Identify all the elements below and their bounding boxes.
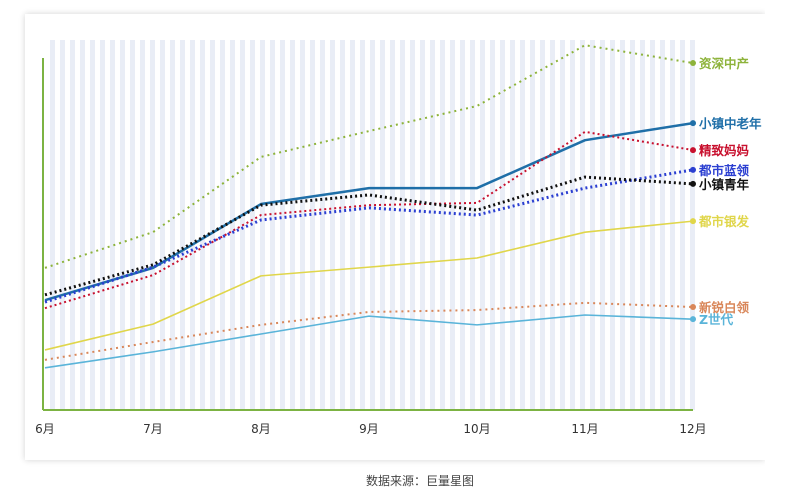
- series-end-marker: [690, 166, 696, 173]
- background-stripe: [530, 40, 535, 410]
- background-stripe: [130, 40, 135, 410]
- background-stripe: [50, 40, 55, 410]
- background-stripe: [280, 40, 285, 410]
- x-tick-label: 10月: [463, 422, 490, 436]
- background-stripe: [390, 40, 395, 410]
- background-stripe: [470, 40, 475, 410]
- background-stripe: [540, 40, 545, 410]
- background-stripe: [550, 40, 555, 410]
- background-stripe: [220, 40, 225, 410]
- series-label: Z世代: [699, 312, 734, 327]
- background-stripe: [270, 40, 275, 410]
- background-stripe: [460, 40, 465, 410]
- series-label: 精致妈妈: [699, 143, 749, 158]
- background-stripe: [640, 40, 645, 410]
- background-stripe: [670, 40, 675, 410]
- background-stripe: [580, 40, 585, 410]
- background-stripe: [320, 40, 325, 410]
- background-stripe: [400, 40, 405, 410]
- series-end-marker: [690, 120, 696, 127]
- background-stripe: [230, 40, 235, 410]
- background-stripe: [630, 40, 635, 410]
- background-stripe: [360, 40, 365, 410]
- background-stripe: [310, 40, 315, 410]
- background-stripe: [560, 40, 565, 410]
- background-stripe: [450, 40, 455, 410]
- background-stripe: [590, 40, 595, 410]
- x-tick-label: 12月: [679, 422, 706, 436]
- background-stripe: [100, 40, 105, 410]
- background-stripe: [350, 40, 355, 410]
- series-end-marker: [690, 60, 696, 67]
- background-stripe: [140, 40, 145, 410]
- series-line-5: [44, 220, 694, 351]
- background-stripe: [430, 40, 435, 410]
- series-end-marker: [690, 316, 696, 323]
- background-stripe: [300, 40, 305, 410]
- background-stripe: [570, 40, 575, 410]
- background-stripe: [160, 40, 165, 410]
- background-stripe: [190, 40, 195, 410]
- background-stripe: [440, 40, 445, 410]
- series-label: 新锐白领: [699, 300, 750, 315]
- label-clip-mask: [765, 0, 800, 500]
- x-tick-label: 6月: [35, 422, 55, 436]
- background-stripe: [600, 40, 605, 410]
- series-label: 都市蓝领: [698, 163, 750, 178]
- background-stripe: [150, 40, 155, 410]
- background-stripe: [420, 40, 425, 410]
- background-stripe: [170, 40, 175, 410]
- background-stripe: [380, 40, 385, 410]
- x-tick-label: 7月: [143, 422, 163, 436]
- background-stripe: [60, 40, 65, 410]
- x-tick-label: 8月: [251, 422, 271, 436]
- background-stripe: [340, 40, 345, 410]
- data-source: 数据来源：巨量星图: [365, 474, 474, 488]
- background-stripe: [510, 40, 515, 410]
- series-line-7: [44, 314, 694, 369]
- background-stripe: [260, 40, 265, 410]
- background-stripe: [500, 40, 505, 410]
- background-stripe: [490, 40, 495, 410]
- background-stripe: [210, 40, 215, 410]
- series-line-4: [44, 175, 694, 297]
- background-stripe: [480, 40, 485, 410]
- background-stripe: [110, 40, 115, 410]
- background-stripe: [690, 40, 695, 410]
- series-end-marker: [690, 218, 696, 225]
- x-tick-label: 11月: [571, 422, 598, 436]
- background-stripe: [290, 40, 295, 410]
- background-stripe: [680, 40, 685, 410]
- series-end-marker: [690, 147, 696, 154]
- background-stripe: [330, 40, 335, 410]
- background-stripe: [180, 40, 185, 410]
- series-line-1: [44, 121, 694, 302]
- background-stripe: [410, 40, 415, 410]
- series-line-6: [44, 301, 694, 361]
- background-stripe: [370, 40, 375, 410]
- series-label: 小镇青年: [698, 177, 750, 192]
- background-stripe: [90, 40, 95, 410]
- series-label: 都市银发: [698, 214, 750, 229]
- x-tick-label: 9月: [359, 422, 379, 436]
- series-end-marker: [690, 304, 696, 311]
- series-label: 小镇中老年: [698, 116, 762, 131]
- background-stripe: [620, 40, 625, 410]
- series-label: 资深中产: [699, 56, 749, 71]
- series-end-marker: [690, 180, 696, 187]
- background-stripe: [80, 40, 85, 410]
- background-stripe: [520, 40, 525, 410]
- background-stripe: [200, 40, 205, 410]
- background-stripe: [70, 40, 75, 410]
- background-stripe: [610, 40, 615, 410]
- background-stripe: [120, 40, 125, 410]
- series-line-3: [44, 168, 694, 304]
